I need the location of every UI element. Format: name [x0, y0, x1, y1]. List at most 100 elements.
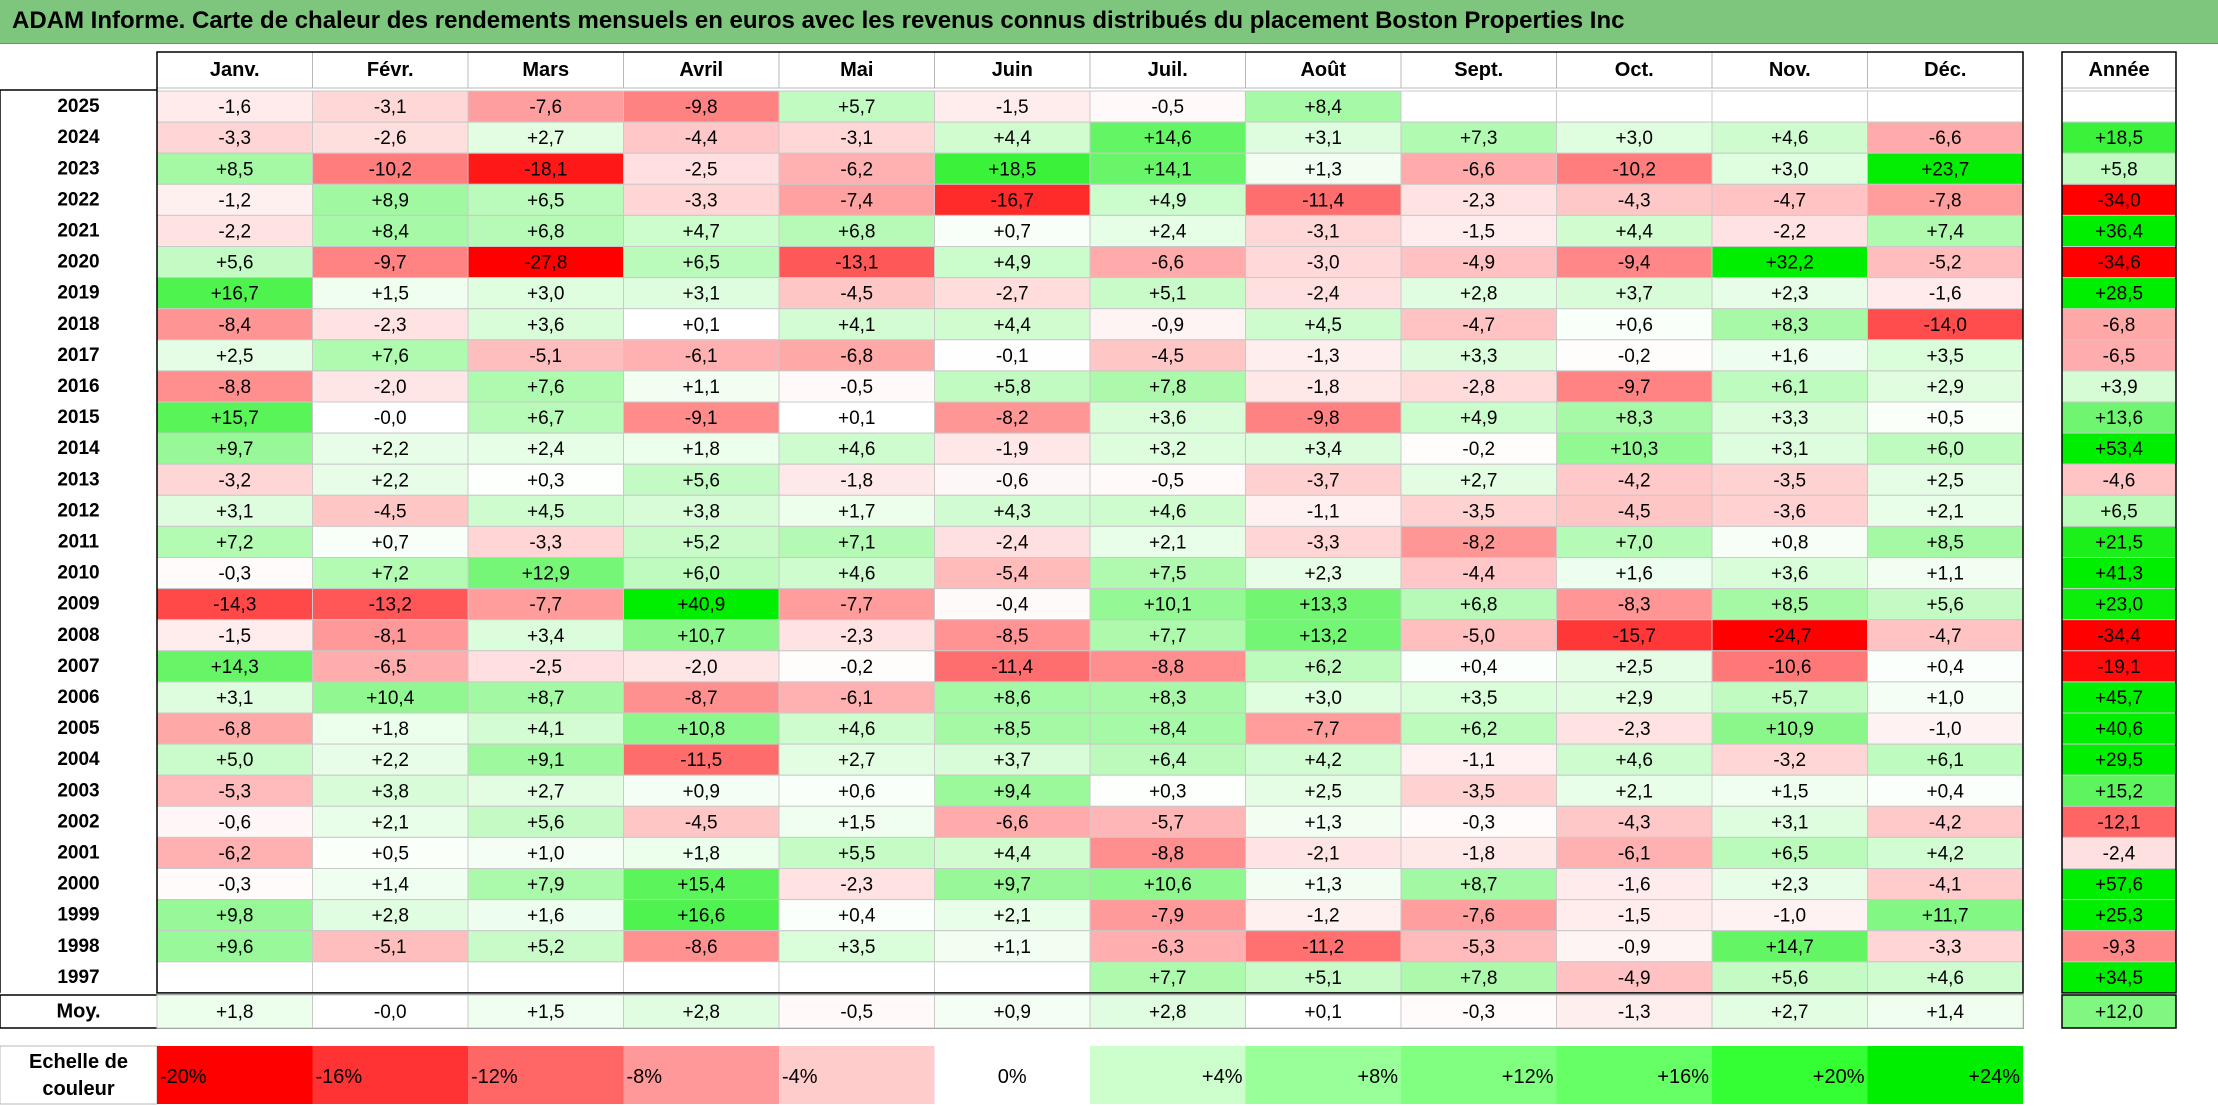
heatmap-cell [1711, 463, 1868, 496]
heatmap-cell [778, 308, 935, 341]
heatmap-cell-value: +3,3 [1771, 408, 1809, 429]
row-year-label: 2014 [57, 438, 100, 459]
heatmap-cell [1867, 650, 2024, 683]
heatmap-cell [623, 432, 780, 465]
heatmap-cell-value: +5,2 [682, 532, 720, 553]
heatmap-cell-value: +4,3 [993, 501, 1031, 522]
heatmap-cell-value: +3,3 [1460, 346, 1498, 367]
heatmap-cell-value: +3,0 [1615, 128, 1653, 149]
heatmap-cell [312, 619, 469, 652]
row-year-label: 1999 [57, 905, 99, 926]
heatmap-cell-value: -6,6 [1929, 128, 1962, 149]
heatmap-cell [467, 836, 624, 870]
heatmap-cell [467, 370, 624, 403]
heatmap-cell-value: +1,3 [1304, 812, 1342, 833]
heatmap-cell [1245, 650, 1402, 683]
heatmap-cell-value: +0,1 [838, 408, 876, 429]
heatmap-cell-value: +7,2 [216, 532, 254, 553]
heatmap-cell-value: +8,5 [1926, 532, 1964, 553]
annual-cell [2061, 774, 2177, 807]
heatmap-cell-value: -2,8 [1462, 377, 1495, 398]
heatmap-cell-value: -3,6 [1773, 501, 1806, 522]
heatmap-cell-value: +1,5 [838, 812, 876, 833]
table-row: 2010 -0,3 +7,2 +12,9 +6,0 +4,6 -5,4 +7,5 +2,3 -4,… [57, 557, 2177, 590]
heatmap-cell-value: +7,3 [1460, 128, 1498, 149]
heatmap-cell [1400, 494, 1557, 527]
heatmap-cell-value: -2,2 [1773, 221, 1806, 242]
heatmap-cell [312, 961, 469, 994]
heatmap-cell-value: -7,7 [529, 595, 562, 616]
heatmap-cell-value: -0,3 [218, 875, 251, 896]
heatmap-cell [1556, 277, 1713, 310]
heatmap-cell [778, 619, 935, 652]
heatmap-cell [467, 930, 624, 963]
color-scale-value: -20% [160, 1066, 207, 1088]
color-scale-label: couleur [42, 1078, 114, 1100]
row-year-label: 2005 [57, 718, 100, 739]
heatmap-cell-value: -8,8 [1151, 843, 1184, 864]
heatmap-cell [312, 525, 469, 559]
heatmap-cell-value: -9,8 [1307, 408, 1340, 429]
table-row: 2025 -1,6 -3,1 -7,6 -9,8 +5,7 -1,5 -0,5 +8,4 [57, 90, 2177, 123]
heatmap-cell-value: +3,1 [1771, 439, 1809, 460]
average-cell-value: +0,1 [1304, 1002, 1342, 1023]
color-scale-swatch [1556, 1046, 1712, 1104]
annual-cell-value: -12,1 [2097, 812, 2140, 833]
heatmap-cell-value: +3,0 [527, 284, 565, 305]
heatmap-cell-value: +0,3 [527, 470, 565, 491]
row-year-label: 2003 [57, 780, 99, 801]
heatmap-cell-value: -4,5 [1151, 346, 1184, 367]
heatmap-cell [1400, 463, 1557, 496]
heatmap-cell-value: +4,4 [1615, 221, 1653, 242]
heatmap-cell-value: +14,7 [1766, 937, 1814, 958]
heatmap-cell [1711, 370, 1868, 403]
heatmap-cell [623, 899, 780, 932]
heatmap-cell-value: -2,3 [1618, 719, 1651, 740]
color-scale-swatch [1712, 1046, 1868, 1104]
heatmap-cell [1400, 868, 1557, 901]
annual-cell-value: +29,5 [2095, 750, 2143, 771]
heatmap-cell-value: +10,4 [366, 688, 415, 709]
annual-cell-value: +21,5 [2095, 532, 2143, 553]
heatmap-cell-value: -2,3 [374, 315, 407, 336]
heatmap-cell [623, 214, 780, 247]
heatmap-cell-value: +9,6 [216, 937, 254, 958]
column-header: Juin [992, 59, 1033, 81]
heatmap-cell-value: +7,1 [838, 532, 876, 553]
heatmap-cell [467, 401, 624, 434]
annual-cell [2061, 494, 2177, 527]
heatmap-cell-value: -6,6 [1151, 253, 1184, 274]
heatmap-cell-value: +2,1 [1615, 781, 1653, 802]
heatmap-cell [1245, 930, 1402, 963]
heatmap-cell-value: +1,8 [682, 439, 720, 460]
row-year-label: 2012 [57, 500, 99, 521]
heatmap-cell [467, 774, 624, 807]
heatmap-cell [1556, 463, 1713, 496]
heatmap-cell [467, 805, 624, 838]
heatmap-cell [1089, 214, 1246, 247]
heatmap-cell-value: +10,7 [677, 626, 725, 647]
heatmap-cell [934, 961, 1091, 994]
heatmap-cell-value: -2,0 [685, 657, 718, 678]
heatmap-cell [1867, 308, 2024, 341]
heatmap-cell-value: -3,1 [840, 128, 873, 149]
table-row: 2023 +8,5 -10,2 -18,1 -2,5 -6,2 +18,5 +14,1 +1,3… [57, 152, 2177, 185]
table-row: 2004 +5,0 +2,2 +9,1 -11,5 +2,7 +3,7 +6,4 +4,2 -1,… [57, 743, 2177, 776]
heatmap-cell [1089, 930, 1246, 963]
heatmap-cell [467, 961, 624, 994]
row-year-label: 2008 [57, 625, 99, 646]
heatmap-cell-value: +5,8 [993, 377, 1031, 398]
heatmap-cell-value: -2,5 [529, 657, 562, 678]
heatmap-cell-value: -1,1 [1462, 750, 1495, 771]
heatmap-cell-value: +23,7 [1921, 159, 1969, 180]
heatmap-cell-value: +1,0 [527, 843, 565, 864]
heatmap-cell-value: -6,1 [840, 688, 873, 709]
heatmap-cell-value: +0,4 [1926, 781, 1964, 802]
heatmap-cell [156, 494, 313, 527]
heatmap-cell-value: +3,6 [527, 315, 565, 336]
color-scale-swatch [468, 1046, 624, 1104]
heatmap-cell-value: +0,7 [993, 221, 1031, 242]
heatmap-cell-value: +8,6 [993, 688, 1031, 709]
heatmap-cell-value: +10,6 [1144, 875, 1192, 896]
table-row: 2007 +14,3 -6,5 -2,5 -2,0 -0,2 -11,4 -8,8 +6,2 +0… [57, 650, 2177, 683]
